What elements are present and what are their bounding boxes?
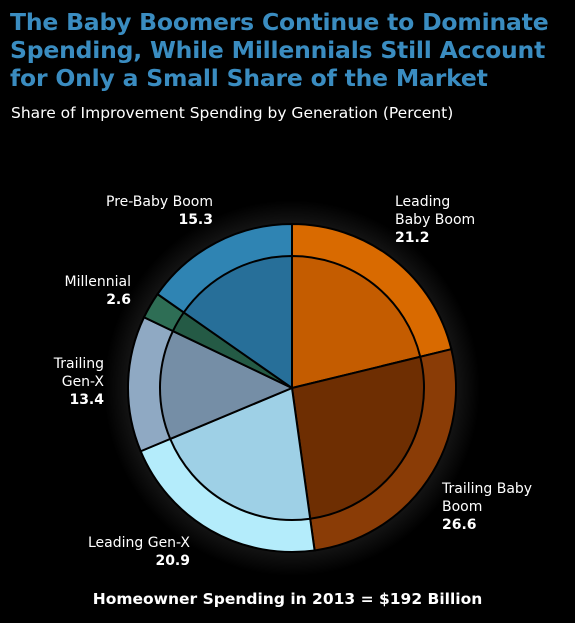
chart-title: The Baby Boomers Continue to Dominate Sp…: [10, 8, 570, 92]
slice-value-5: 15.3: [178, 212, 213, 228]
slice-label-line: Leading: [395, 194, 450, 210]
slice-value-3: 13.4: [69, 392, 104, 408]
slice-label-line: Millennial: [65, 274, 131, 290]
chart-footer: Homeowner Spending in 2013 = $192 Billio…: [92, 590, 483, 608]
pie-slice-inner-5: [182, 254, 293, 390]
slice-label-line: Boom: [442, 499, 482, 515]
pie-labels: Leading Baby Boom 21.2 Trailing Baby Boom 26.…: [53, 194, 532, 569]
slice-label-line: Trailing: [53, 356, 104, 372]
pie-slice-inner-1: [290, 355, 425, 520]
title-line-3: for Only a Small Share of the Market: [10, 64, 488, 92]
slice-label-line: Leading Gen-X: [88, 535, 190, 551]
pie-inner-shading: [159, 254, 425, 521]
chart-subtitle: Share of Improvement Spending by Generat…: [11, 104, 454, 122]
pie-slice-inner-0: [291, 254, 422, 390]
slice-label-line: Gen-X: [62, 374, 105, 390]
slice-label-3: Trailing Gen-X: [53, 356, 105, 390]
slice-label-line: Pre-Baby Boom: [106, 194, 213, 210]
slice-label-1: Trailing Baby Boom: [441, 481, 532, 515]
slice-value-0: 21.2: [395, 230, 430, 246]
title-line-1: The Baby Boomers Continue to Dominate: [10, 8, 549, 36]
slice-value-2: 20.9: [155, 553, 190, 569]
title-line-2: Spending, While Millennials Still Accoun…: [10, 36, 546, 64]
slice-label-line: Trailing Baby: [441, 481, 532, 497]
slice-label-0: Leading Baby Boom: [395, 194, 475, 228]
pie-slice-inner-2: [168, 386, 312, 521]
slice-label-2: Leading Gen-X: [88, 535, 190, 551]
slice-value-1: 26.6: [442, 517, 477, 533]
slice-label-5: Pre-Baby Boom: [106, 194, 213, 210]
slice-value-4: 2.6: [106, 292, 131, 308]
slice-label-line: Baby Boom: [395, 212, 475, 228]
pie-slice-inner-3: [159, 329, 295, 441]
slice-label-4: Millennial: [65, 274, 131, 290]
